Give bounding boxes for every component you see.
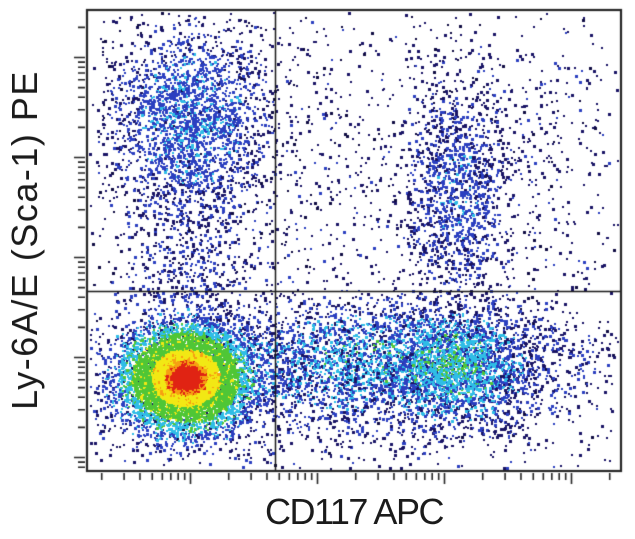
y-axis-label: Ly-6A/E (Sca-1) PE (4, 70, 45, 410)
x-axis-label: CD117 APC (265, 491, 444, 532)
